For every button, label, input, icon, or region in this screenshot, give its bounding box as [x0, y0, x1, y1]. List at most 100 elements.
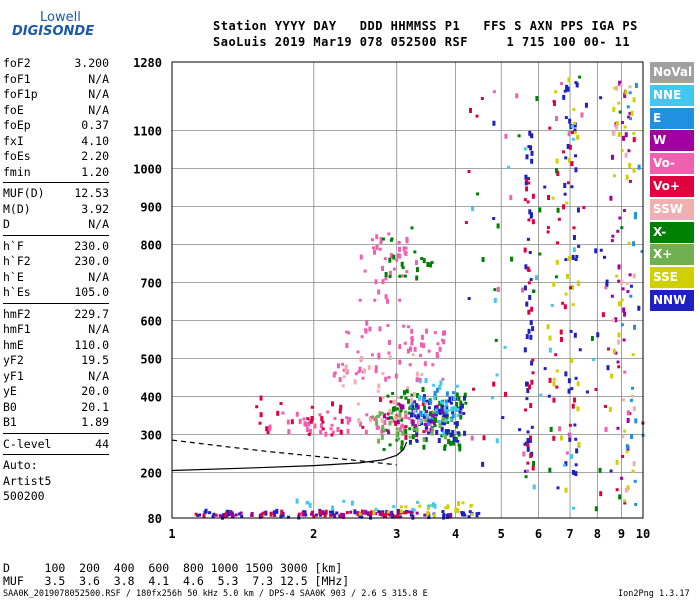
echo-point	[524, 180, 528, 186]
echo-point	[524, 264, 528, 270]
param-value: 230.0	[74, 238, 109, 253]
echo-point	[303, 421, 307, 427]
echo-point	[527, 281, 531, 285]
echo-point	[425, 422, 429, 426]
echo-point	[495, 373, 499, 377]
echo-point	[331, 430, 335, 434]
echo-point	[356, 402, 360, 406]
echo-point	[305, 427, 309, 433]
echo-point	[425, 413, 429, 419]
echo-point	[268, 426, 272, 432]
echo-point	[617, 131, 621, 137]
echo-point	[386, 412, 390, 416]
echo-point	[401, 430, 405, 436]
echo-point	[259, 412, 263, 418]
echo-point	[462, 395, 466, 401]
echo-point	[425, 399, 429, 403]
echo-point	[572, 247, 576, 253]
echo-point	[546, 324, 550, 330]
echo-point	[398, 344, 402, 350]
echo-point	[529, 320, 533, 326]
echo-point	[194, 512, 198, 516]
echo-point	[620, 298, 624, 302]
echo-point	[404, 425, 408, 429]
echo-point	[374, 416, 378, 422]
echo-point	[431, 413, 435, 417]
echo-point	[353, 509, 357, 515]
echo-point	[426, 419, 430, 423]
echo-point	[297, 514, 301, 520]
echo-point	[422, 418, 426, 422]
echo-point	[401, 404, 405, 410]
echo-point	[331, 401, 335, 407]
echo-point	[426, 505, 430, 511]
echo-point	[467, 515, 471, 519]
echo-point	[451, 440, 455, 446]
echo-point	[380, 418, 384, 424]
echo-point	[620, 323, 624, 327]
echo-point	[526, 200, 530, 204]
echo-point	[562, 204, 566, 210]
echo-point	[444, 434, 448, 440]
echo-point	[441, 509, 445, 513]
param-label: hmF1	[3, 322, 31, 336]
echo-point	[399, 409, 403, 413]
echo-point	[628, 111, 632, 115]
echo-point	[318, 510, 322, 516]
param-value: N/A	[88, 102, 109, 117]
echo-point	[387, 431, 391, 435]
echo-point	[321, 427, 325, 431]
echo-point	[574, 154, 578, 158]
echo-point	[399, 425, 403, 429]
echo-point	[444, 418, 448, 422]
echo-point	[568, 432, 572, 438]
echo-point	[357, 370, 361, 374]
echo-point	[592, 358, 596, 362]
echo-point	[615, 85, 619, 91]
echo-point	[531, 358, 535, 362]
echo-point	[531, 465, 535, 471]
echo-point	[573, 128, 577, 134]
echo-point	[622, 338, 626, 342]
echo-point	[440, 406, 444, 412]
echo-point	[528, 294, 532, 300]
echo-point	[623, 370, 627, 374]
echo-point	[431, 410, 435, 414]
echo-point	[620, 476, 624, 480]
echo-point	[503, 345, 507, 349]
echo-point	[398, 403, 402, 407]
echo-point	[400, 440, 404, 446]
echo-point	[548, 335, 552, 341]
echo-point	[496, 287, 500, 293]
param-value: 2.20	[81, 149, 109, 163]
echo-point	[415, 416, 419, 420]
echo-point	[615, 124, 619, 130]
echo-point	[561, 301, 565, 305]
echo-point	[441, 420, 445, 426]
echo-point	[376, 389, 380, 393]
echo-point	[552, 281, 556, 287]
echo-point	[603, 404, 607, 408]
echo-point	[281, 411, 285, 415]
echo-point	[572, 226, 576, 230]
echo-point	[433, 503, 437, 509]
echo-point	[548, 377, 552, 383]
echo-point	[571, 137, 575, 141]
echo-point	[422, 444, 426, 450]
echo-point	[444, 401, 448, 407]
echo-point	[446, 420, 450, 424]
echo-point	[523, 247, 527, 253]
echo-point	[395, 258, 399, 262]
echo-point	[368, 326, 372, 332]
echo-point	[392, 406, 396, 412]
echo-point	[438, 384, 442, 390]
echo-point	[382, 447, 386, 451]
echo-point	[568, 436, 572, 442]
param-value: 20.0	[81, 384, 109, 398]
echo-point	[404, 505, 408, 509]
echo-point	[272, 510, 276, 516]
echo-point	[404, 413, 408, 419]
legend-item-noval: NoVal	[650, 62, 694, 83]
echo-point	[442, 339, 446, 345]
echo-point	[531, 371, 535, 375]
